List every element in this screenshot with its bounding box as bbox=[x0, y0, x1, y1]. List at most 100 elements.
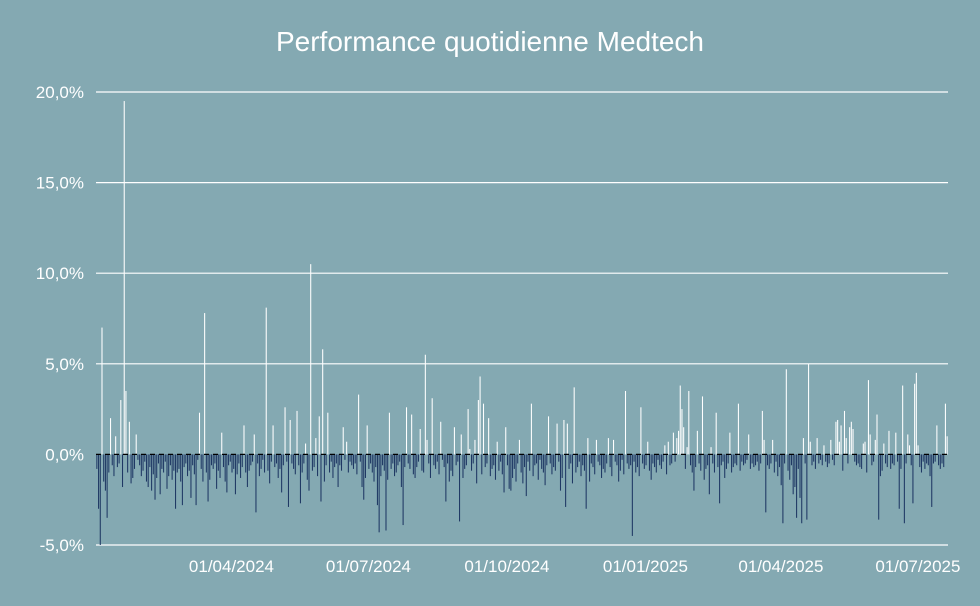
bar bbox=[308, 454, 310, 491]
bar bbox=[500, 454, 502, 462]
bar bbox=[352, 454, 355, 469]
bar bbox=[173, 454, 175, 471]
bar bbox=[330, 454, 332, 462]
bar bbox=[334, 454, 336, 468]
bar bbox=[366, 425, 368, 455]
x-axis-ticks: 01/04/2024 01/07/2024 01/10/2024 01/01/2025… bbox=[189, 557, 961, 576]
bar bbox=[284, 407, 286, 455]
bar bbox=[263, 454, 266, 473]
bar bbox=[149, 454, 151, 468]
bar bbox=[178, 454, 180, 469]
bar bbox=[291, 454, 293, 464]
bar bbox=[448, 454, 450, 482]
bar bbox=[183, 454, 185, 468]
bar bbox=[407, 454, 409, 464]
bar bbox=[820, 454, 822, 460]
bar bbox=[240, 454, 242, 478]
bar bbox=[631, 454, 633, 536]
bar bbox=[587, 438, 589, 455]
bar bbox=[768, 454, 770, 469]
bar bbox=[216, 454, 218, 489]
bar bbox=[630, 454, 632, 466]
bar bbox=[915, 372, 917, 455]
bar bbox=[305, 443, 307, 455]
bar bbox=[180, 454, 182, 482]
bar bbox=[837, 419, 839, 455]
bar bbox=[893, 454, 895, 466]
bar bbox=[258, 454, 260, 477]
bar bbox=[715, 412, 717, 455]
bar bbox=[156, 454, 158, 478]
bar bbox=[101, 327, 103, 455]
bar bbox=[847, 454, 849, 464]
bar bbox=[657, 454, 659, 460]
bar bbox=[891, 454, 893, 464]
bar bbox=[517, 454, 519, 464]
bar bbox=[773, 454, 775, 473]
bar bbox=[351, 454, 353, 466]
bar bbox=[423, 454, 425, 473]
bar bbox=[231, 454, 233, 473]
bar bbox=[299, 454, 301, 504]
bar bbox=[416, 454, 418, 468]
x-tick-label: 01/07/2024 bbox=[326, 557, 411, 576]
bar bbox=[934, 454, 936, 462]
bar bbox=[770, 454, 772, 464]
bar bbox=[835, 421, 837, 455]
bar bbox=[395, 454, 397, 473]
bar bbox=[207, 454, 209, 502]
bar bbox=[731, 454, 733, 473]
bar bbox=[864, 441, 866, 455]
bar bbox=[801, 454, 803, 524]
bar bbox=[301, 454, 303, 473]
bar bbox=[394, 454, 396, 477]
bar bbox=[111, 454, 113, 466]
bar bbox=[503, 454, 505, 493]
bar bbox=[121, 454, 124, 488]
bar bbox=[854, 454, 856, 462]
bar bbox=[679, 385, 681, 455]
bar bbox=[814, 454, 816, 469]
bar bbox=[145, 454, 147, 482]
bar bbox=[132, 454, 134, 478]
bar bbox=[313, 454, 315, 468]
bar bbox=[561, 454, 563, 478]
bar bbox=[221, 432, 223, 455]
bar bbox=[424, 354, 426, 455]
bar bbox=[118, 454, 120, 464]
bar bbox=[459, 454, 461, 522]
bar bbox=[830, 439, 832, 455]
bar bbox=[672, 432, 674, 455]
bar bbox=[217, 454, 219, 471]
y-tick-label: 10,0% bbox=[36, 264, 84, 283]
bar bbox=[524, 454, 526, 468]
bar bbox=[222, 454, 224, 468]
bar bbox=[635, 454, 637, 473]
bar bbox=[474, 439, 476, 455]
bar bbox=[797, 454, 799, 469]
bar bbox=[198, 412, 201, 455]
bar bbox=[898, 454, 900, 509]
bar bbox=[382, 454, 384, 466]
bar bbox=[573, 387, 575, 455]
bar bbox=[724, 454, 726, 478]
bar bbox=[861, 454, 863, 469]
bar bbox=[169, 454, 171, 466]
y-tick-label: 20,0% bbox=[36, 83, 84, 102]
bar bbox=[472, 454, 474, 464]
bar bbox=[233, 454, 235, 469]
bar bbox=[621, 454, 623, 460]
bar bbox=[462, 454, 464, 478]
bar bbox=[157, 454, 159, 464]
bar bbox=[539, 454, 541, 460]
bar bbox=[287, 454, 289, 507]
bar bbox=[428, 454, 430, 464]
bar bbox=[120, 400, 122, 455]
bar bbox=[922, 454, 924, 462]
bar bbox=[695, 454, 697, 468]
bar bbox=[736, 454, 738, 466]
bar bbox=[532, 454, 534, 477]
bar bbox=[568, 454, 570, 469]
bar bbox=[484, 454, 486, 468]
